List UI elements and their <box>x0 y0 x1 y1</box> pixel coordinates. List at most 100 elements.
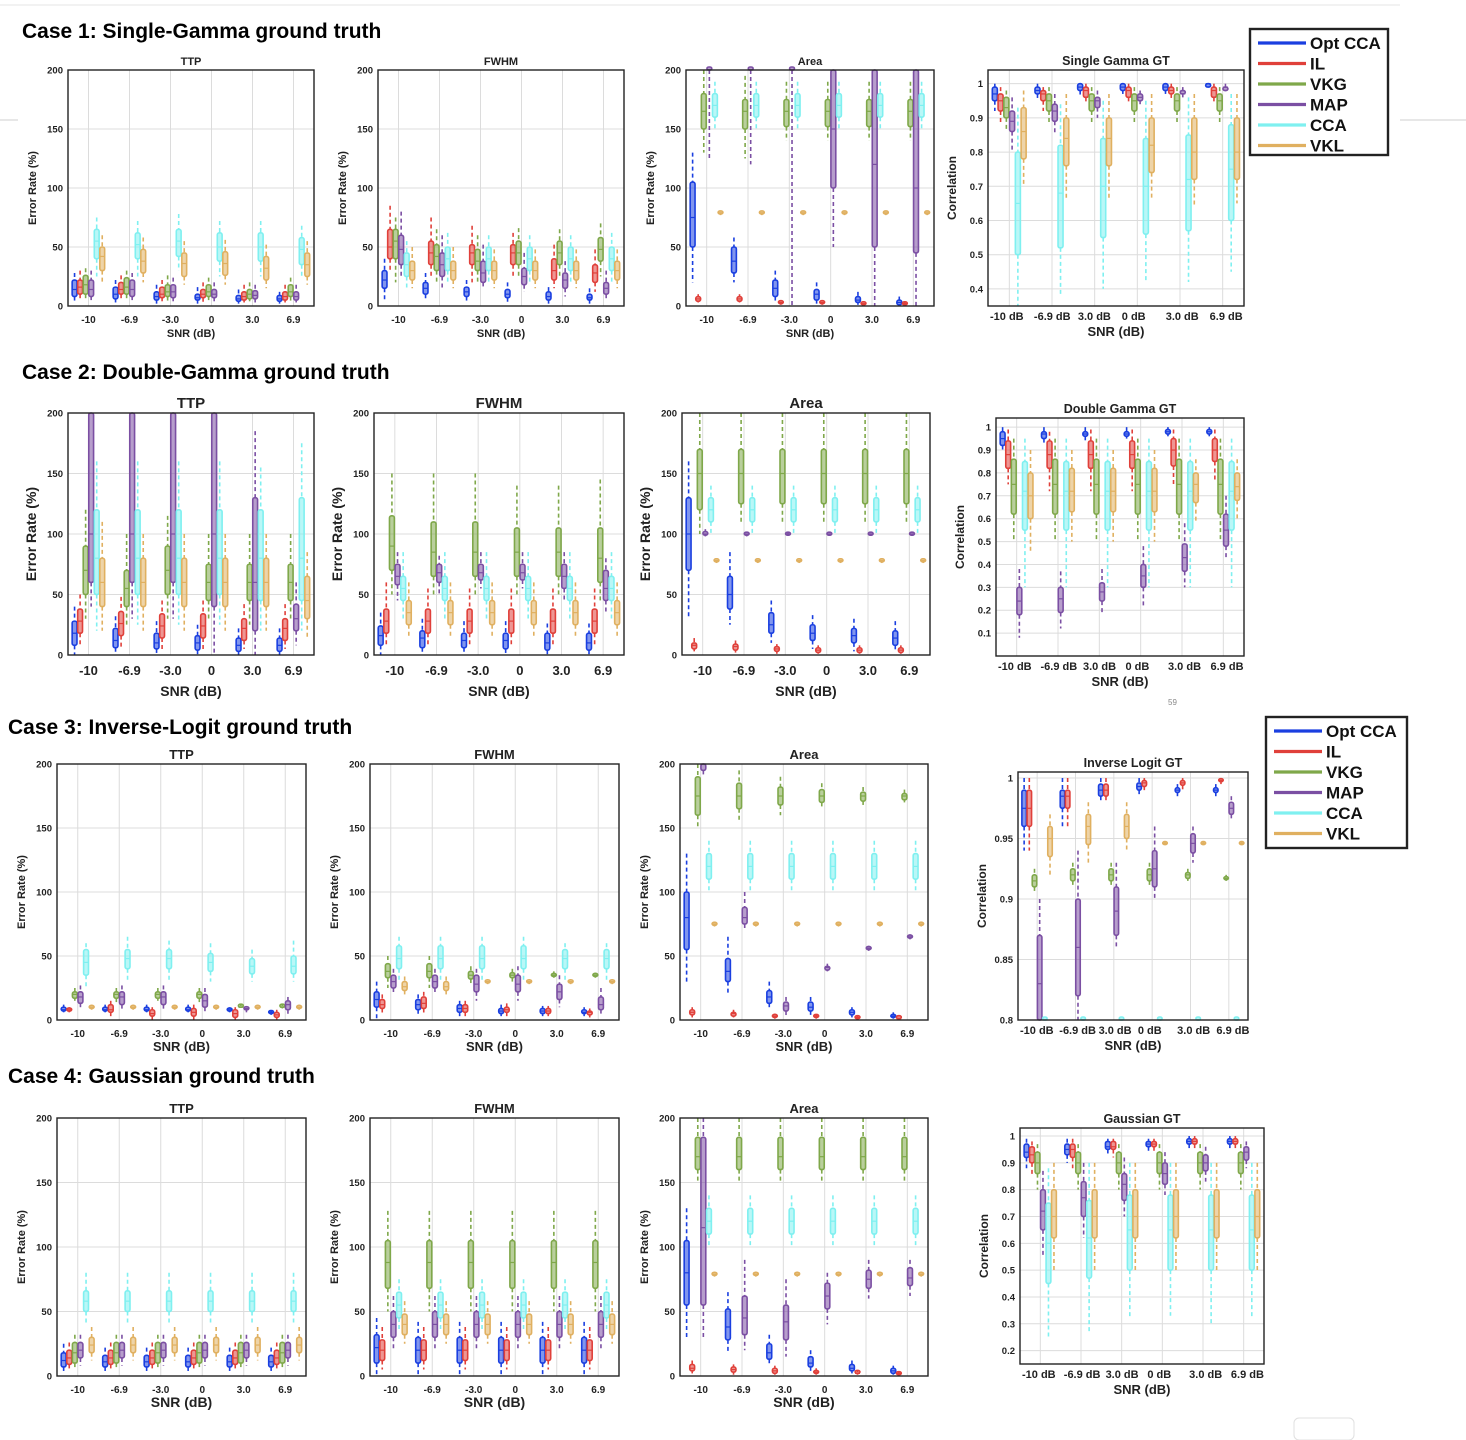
box-il <box>107 1003 114 1014</box>
box-il <box>66 1349 73 1366</box>
panel-title: Area <box>789 395 823 412</box>
box-cca <box>93 508 100 596</box>
box-vkl <box>1132 1188 1139 1239</box>
case-title-2: Case 2: Double-Gamma ground truth <box>22 361 390 384</box>
legend-label: IL <box>1310 55 1325 74</box>
box-map <box>602 569 610 602</box>
y-tick-label: 150 <box>661 469 677 480</box>
box-opt-cca <box>419 629 426 649</box>
box-map <box>160 991 167 1006</box>
box-vkg <box>1010 458 1018 515</box>
axes-frame <box>373 412 625 656</box>
box-cca <box>561 948 569 970</box>
x-tick-label: 0 <box>519 315 525 326</box>
x-tick-label: 6.9 <box>900 1385 914 1396</box>
panel-title: Gaussian GT <box>1103 1112 1180 1126</box>
panel-title: TTP <box>177 395 205 412</box>
box-map <box>284 999 292 1011</box>
y-tick-label: 0.7 <box>978 491 991 502</box>
x-tick-label: -6.9 <box>424 1385 442 1396</box>
x-tick-label: 0 dB <box>1126 661 1150 673</box>
x-tick-label: 3.0 <box>243 663 261 678</box>
x-tick-label: 0 <box>512 1385 518 1396</box>
x-tick-label: 6.9 dB <box>1216 1025 1249 1037</box>
box-map <box>1080 1180 1087 1218</box>
panel-case2-area: 0 50 100 150 200 -10 -6.9 -3.0 0 3.0 6.9 SNR (dB) Er… <box>637 395 931 699</box>
x-tick-label: 0 <box>823 663 830 678</box>
box-vkg <box>903 448 910 505</box>
y-tick-label: 0 <box>368 302 373 313</box>
panel-title: Inverse Logit GT <box>1084 756 1183 770</box>
box-opt-cca <box>809 623 816 642</box>
box-il <box>550 257 558 281</box>
case-title-4: Case 4: Gaussian ground truth <box>8 1065 315 1088</box>
x-axis-label: SNR (dB) <box>464 1394 525 1410</box>
box-vkg <box>1217 458 1224 515</box>
y-tick-label: 200 <box>349 1114 365 1125</box>
box-opt-cca <box>502 632 509 650</box>
y-tick-label: 150 <box>665 125 681 136</box>
box-opt-cca <box>1040 430 1048 440</box>
box-opt-cca <box>143 1354 150 1368</box>
box-map <box>435 563 443 584</box>
box-map <box>514 974 522 993</box>
box-cca <box>134 508 141 596</box>
x-tick-label: -6.9 <box>733 1029 751 1040</box>
case-title-1: Case 1: Single-Gamma ground truth <box>22 20 382 43</box>
y-axis-label: Error Rate (%) <box>16 855 28 929</box>
box-cca <box>1085 1199 1093 1279</box>
box-vkl <box>442 980 450 992</box>
x-tick-label: -6.9 <box>733 1385 751 1396</box>
axes-frame <box>679 1117 929 1377</box>
x-tick-label: -10 <box>693 663 712 678</box>
box-map <box>292 603 300 632</box>
box-opt-cca <box>730 246 738 274</box>
y-tick-label: 50 <box>670 243 681 254</box>
x-tick-label: -6.9 dB <box>1034 311 1071 323</box>
box-map <box>479 260 487 284</box>
box-il <box>190 1349 197 1366</box>
y-tick-label: 0.3 <box>1002 1319 1015 1330</box>
x-tick-label: -6.9 <box>111 1029 129 1040</box>
x-tick-label: -3.0 <box>775 1385 793 1396</box>
y-tick-label: 0.7 <box>970 182 983 193</box>
x-tick-label: -6.9 <box>739 315 757 326</box>
box-vkg <box>865 98 873 128</box>
case-title-3: Case 3: Inverse-Logit ground truth <box>8 716 353 739</box>
box-vkg <box>392 228 399 260</box>
x-tick-label: -6.9 dB <box>1041 661 1078 673</box>
box-il <box>688 1363 696 1372</box>
box-opt-cca <box>807 1355 814 1368</box>
box-vkg <box>196 991 203 1000</box>
x-axis-label: SNR (dB) <box>1087 324 1144 339</box>
box-opt-cca <box>226 1354 233 1368</box>
box-map <box>477 563 485 581</box>
x-tick-label: 6.9 <box>278 1385 292 1396</box>
x-tick-label: -10 <box>693 1385 708 1396</box>
x-tick-label: -3.0 <box>774 663 796 678</box>
box-il <box>1039 89 1047 102</box>
box-vkl <box>1050 1188 1058 1239</box>
y-tick-label: 100 <box>357 184 373 195</box>
x-tick-label: -10 dB <box>1022 1369 1056 1381</box>
box-opt-cca <box>768 611 775 635</box>
box-opt-cca <box>585 632 593 651</box>
x-tick-label: -6.9 <box>733 663 755 678</box>
x-axis-label: SNR (dB) <box>1104 1038 1161 1053</box>
x-tick-label: -10 <box>71 1385 86 1396</box>
y-axis-label: Correlation <box>945 156 959 220</box>
x-tick-label: -6.9 dB <box>1059 1025 1096 1037</box>
box-vkg <box>471 521 479 578</box>
x-axis-label: SNR (dB) <box>477 328 526 340</box>
x-tick-label: 3.0 dB <box>1189 1369 1222 1381</box>
box-il <box>1110 1140 1117 1151</box>
box-vkl <box>1151 467 1158 513</box>
y-tick-label: 0.1 <box>978 629 992 640</box>
y-tick-label: 0.85 <box>995 955 1014 966</box>
y-tick-label: 100 <box>36 888 52 899</box>
y-axis-label: Error Rate (%) <box>27 151 39 225</box>
y-tick-label: 150 <box>659 1178 675 1189</box>
box-vkg <box>818 1136 826 1171</box>
